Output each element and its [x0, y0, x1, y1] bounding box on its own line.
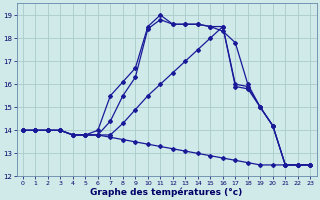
X-axis label: Graphe des températures (°c): Graphe des températures (°c)	[91, 187, 243, 197]
